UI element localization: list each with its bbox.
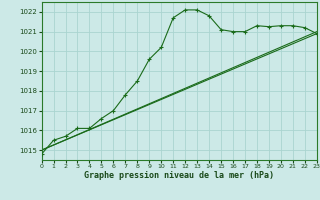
- X-axis label: Graphe pression niveau de la mer (hPa): Graphe pression niveau de la mer (hPa): [84, 171, 274, 180]
